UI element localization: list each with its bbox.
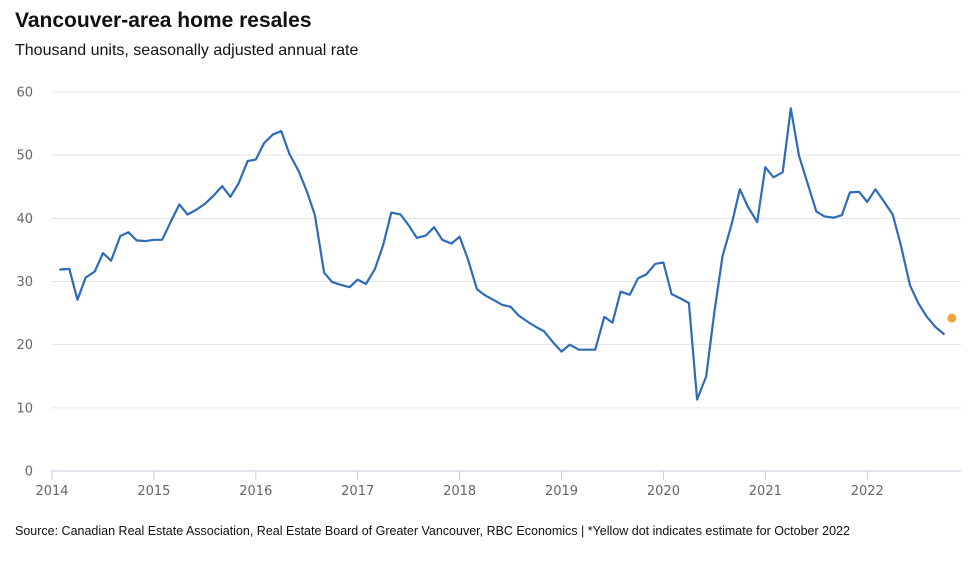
y-tick-label: 20 — [16, 338, 33, 353]
chart-subtitle: Thousand units, seasonally adjusted annu… — [15, 42, 359, 59]
x-axis: 2014 2015 2016 2017 2018 2019 2020 2021 2022 — [35, 470, 961, 499]
y-tick-label: 10 — [16, 401, 33, 416]
x-tick-label: 2016 — [239, 484, 272, 499]
y-axis: 0 10 20 30 40 50 60 — [16, 86, 33, 480]
source-note: Source: Canadian Real Estate Association… — [15, 524, 850, 538]
x-tick-label: 2019 — [545, 484, 578, 499]
x-tick-label: 2017 — [341, 484, 374, 499]
x-tick-label: 2014 — [35, 484, 68, 499]
x-tick-label: 2022 — [851, 484, 884, 499]
gridlines — [52, 91, 961, 409]
y-tick-label: 40 — [16, 212, 33, 227]
x-tick-label: 2020 — [647, 484, 680, 499]
y-tick-label: 50 — [16, 149, 33, 164]
series-group — [59, 107, 957, 401]
y-tick-label: 30 — [16, 275, 33, 290]
y-tick-label: 0 — [25, 465, 33, 480]
y-tick-label: 60 — [16, 86, 33, 101]
x-tick-label: 2018 — [443, 484, 476, 499]
chart-title: Vancouver-area home resales — [15, 9, 312, 32]
x-tick-label: 2021 — [749, 484, 782, 499]
x-tick-label: 2015 — [137, 484, 170, 499]
estimate-dot — [947, 313, 957, 323]
series-line — [59, 107, 945, 401]
